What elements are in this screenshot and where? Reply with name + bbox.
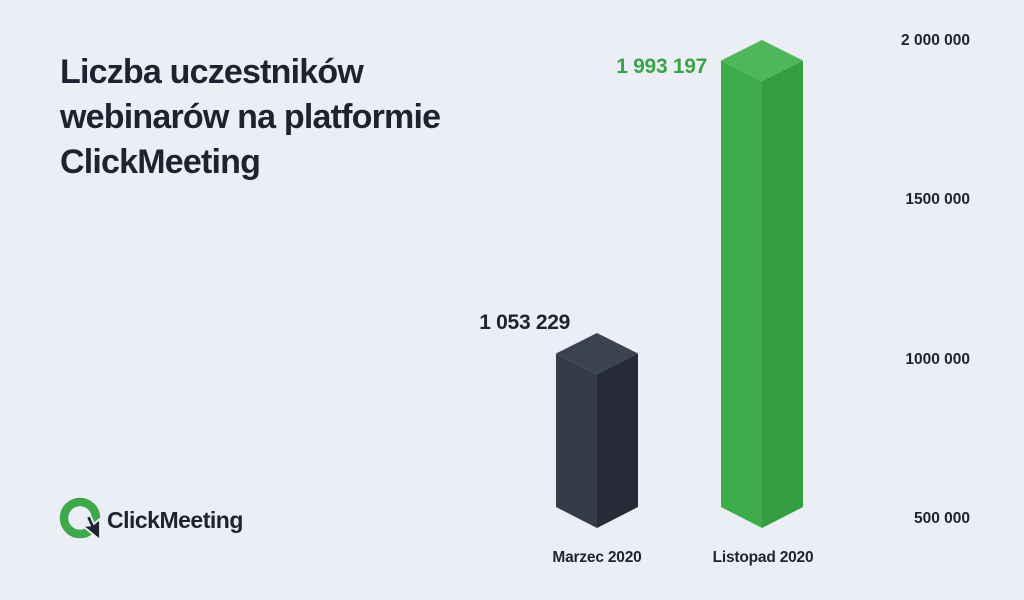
category-label-listopad: Listopad 2020: [712, 549, 814, 566]
page-title-line-1: Liczba uczestników: [60, 53, 364, 91]
y-axis-tick-500000: 500 000: [913, 510, 970, 527]
logo-ring-icon: [59, 497, 101, 539]
clickmeeting-logo-icon: [59, 497, 101, 542]
page-title: Liczba uczestników webinarów na platform…: [60, 50, 441, 185]
category-label-marzec: Marzec 2020: [552, 549, 642, 566]
clickmeeting-logo: ClickMeeting: [58, 495, 298, 547]
bar-marzec-top-face: [556, 333, 638, 374]
bar-marzec-left-face: [556, 353, 597, 528]
bar-listopad-right-face: [762, 60, 803, 528]
y-axis-tick-2000000: 2 000 000: [901, 32, 970, 49]
bar-listopad-top-face: [721, 40, 803, 81]
clickmeeting-logo-text: ClickMeeting: [107, 507, 243, 533]
value-label-listopad: 1 993 197: [616, 55, 707, 78]
bar-listopad-2020: [721, 40, 803, 528]
y-axis-tick-1500000: 1500 000: [905, 191, 970, 208]
cursor-icon: [80, 514, 101, 542]
y-axis-tick-1000000: 1000 000: [905, 351, 970, 368]
value-label-marzec: 1 053 229: [479, 311, 570, 334]
bar-listopad-left-face: [721, 60, 762, 528]
page-title-line-3: ClickMeeting: [60, 143, 261, 181]
bar-marzec-2020: [556, 333, 638, 528]
page-title-line-2: webinarów na platformie: [60, 98, 441, 136]
bar-marzec-right-face: [597, 353, 638, 528]
